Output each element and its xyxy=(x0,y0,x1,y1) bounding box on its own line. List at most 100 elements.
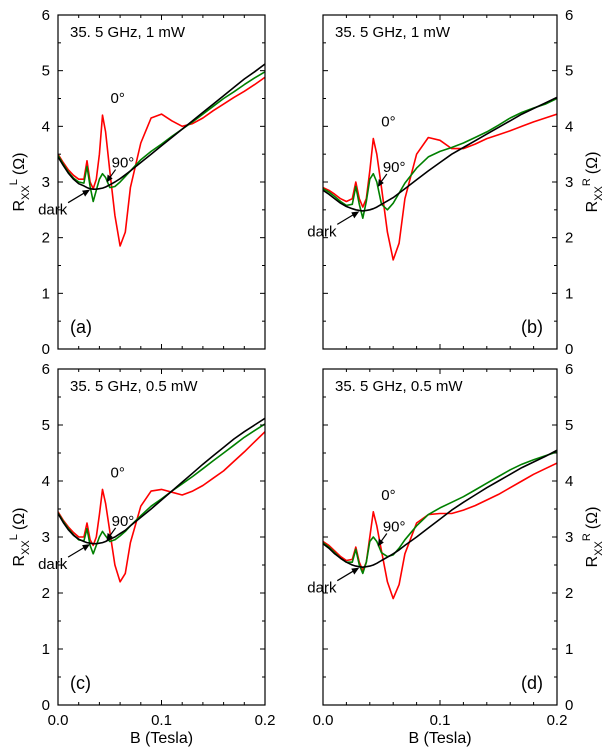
panel-title: 35. 5 GHz, 1 mW xyxy=(335,24,451,41)
y-axis-title-sup: L xyxy=(8,179,20,185)
panel-label: (c) xyxy=(70,673,91,693)
series-line-zero-deg xyxy=(58,430,265,583)
arrow-head xyxy=(351,211,360,219)
y-axis-title-sup: R xyxy=(581,533,593,541)
annotation-dark: dark xyxy=(38,202,68,219)
panel-label: (d) xyxy=(521,673,543,693)
y-tick-label: 5 xyxy=(565,417,573,434)
annotation-ninety-deg: 90° xyxy=(112,155,135,172)
panel-title: 35. 5 GHz, 0.5 mW xyxy=(70,378,198,395)
series-line-ninety-deg xyxy=(323,451,557,575)
y-tick-label: 3 xyxy=(42,529,50,546)
panel-title: 35. 5 GHz, 0.5 mW xyxy=(335,378,463,395)
y-tick-label: 0 xyxy=(565,697,573,714)
panel-label: (b) xyxy=(521,317,543,337)
series-group xyxy=(58,63,265,247)
annotation-ninety-deg: 90° xyxy=(112,513,135,530)
annotation-dark: dark xyxy=(38,556,68,573)
x-tick-label: 0.0 xyxy=(313,712,334,729)
arrow-head xyxy=(377,179,384,187)
y-axis-title-unit: (Ω) xyxy=(584,507,601,530)
y-axis-title-sub: XX xyxy=(593,541,603,556)
y-axis-title-sup: R xyxy=(581,178,593,186)
y-tick-label: 2 xyxy=(42,230,50,247)
chart-panel-b: 0 1 2 3 4 5 6 35. 5 GHz, 1 mW (b) 0° 90° dark RXXR (Ω… xyxy=(307,7,603,358)
series-line-ninety-deg xyxy=(323,97,557,219)
panel-label: (a) xyxy=(70,317,92,337)
y-axis-title-unit: (Ω) xyxy=(11,153,28,176)
annotation-zero-deg: 0° xyxy=(381,487,395,504)
series-group xyxy=(323,96,557,261)
y-tick-label: 6 xyxy=(565,361,573,378)
chart-panel-a: 0 1 2 3 4 5 6 35. 5 GHz, 1 mW (a) 0° 90° dark RXXL (Ω… xyxy=(8,7,266,358)
y-tick-label: 0 xyxy=(565,341,573,358)
plot-frame xyxy=(322,14,558,350)
y-tick-label: 2 xyxy=(565,585,573,602)
arrow-head xyxy=(351,567,360,575)
series-line-zero-deg xyxy=(323,113,557,261)
annotation-ninety-deg: 90° xyxy=(383,518,406,535)
y-axis-title-unit: (Ω) xyxy=(584,152,601,175)
y-tick-label: 6 xyxy=(565,7,573,24)
arrow-head xyxy=(82,189,91,197)
panel-title: 35. 5 GHz, 1 mW xyxy=(70,24,186,41)
y-tick-label: 1 xyxy=(42,285,50,302)
y-axis-title-main: R xyxy=(11,200,28,212)
series-group xyxy=(58,417,265,583)
y-tick-label: 4 xyxy=(565,118,573,135)
series-line-dark xyxy=(58,63,265,190)
arrow-head xyxy=(377,538,384,547)
y-axis-title-main: R xyxy=(584,201,601,213)
y-axis-title: RXXR (Ω) xyxy=(581,152,603,213)
y-tick-label: 3 xyxy=(42,174,50,191)
y-tick-label: 3 xyxy=(565,529,573,546)
x-tick-label: 0.2 xyxy=(255,712,276,729)
series-line-zero-deg xyxy=(323,462,557,600)
x-axis-title: B (Tesla) xyxy=(408,730,471,747)
annotation-zero-deg: 0° xyxy=(111,90,125,107)
x-tick-label: 0.1 xyxy=(430,712,451,729)
annotation-zero-deg: 0° xyxy=(111,464,125,481)
y-axis-title-main: R xyxy=(11,555,28,567)
y-tick-label: 6 xyxy=(42,361,50,378)
y-axis-title-sub: XX xyxy=(20,540,32,555)
y-axis-title: RXXL (Ω) xyxy=(8,508,32,567)
y-tick-label: 4 xyxy=(42,118,50,135)
y-tick-label: 3 xyxy=(565,174,573,191)
x-tick-label: 0.0 xyxy=(48,712,69,729)
y-tick-label: 1 xyxy=(42,641,50,658)
y-axis-title-unit: (Ω) xyxy=(11,508,28,531)
y-tick-label: 0 xyxy=(42,341,50,358)
y-tick-label: 0 xyxy=(42,697,50,714)
arrow-head xyxy=(82,544,91,552)
y-tick-label: 2 xyxy=(565,230,573,247)
y-axis-title-sub: XX xyxy=(20,185,32,200)
x-axis-title: B (Tesla) xyxy=(130,730,193,747)
annotation-dark: dark xyxy=(307,223,337,240)
y-tick-label: 2 xyxy=(42,585,50,602)
series-line-zero-deg xyxy=(58,76,265,247)
y-tick-label: 4 xyxy=(42,473,50,490)
y-axis-title-main: R xyxy=(584,556,601,568)
series-line-dark xyxy=(323,449,557,569)
x-tick-label: 0.1 xyxy=(151,712,172,729)
series-line-dark xyxy=(323,96,557,212)
y-tick-label: 1 xyxy=(565,285,573,302)
y-tick-label: 1 xyxy=(565,641,573,658)
y-tick-label: 4 xyxy=(565,473,573,490)
y-tick-label: 5 xyxy=(42,63,50,80)
y-axis-title-sup: L xyxy=(8,534,20,540)
y-tick-label: 5 xyxy=(565,63,573,80)
chart-panel-c: 0 1 2 3 4 5 6 0.0 0.1 0.2 35. 5 GHz, 0.5 mW (c) 0° 90… xyxy=(8,361,275,747)
series-line-dark xyxy=(58,417,265,545)
annotation-dark: dark xyxy=(307,580,337,597)
y-tick-label: 5 xyxy=(42,417,50,434)
x-tick-label: 0.2 xyxy=(547,712,568,729)
series-group xyxy=(323,449,557,600)
annotation-zero-deg: 0° xyxy=(381,114,395,131)
y-axis-title: RXXR (Ω) xyxy=(581,507,603,568)
arrow-head xyxy=(106,532,113,541)
annotation-ninety-deg: 90° xyxy=(383,159,406,176)
y-tick-label: 6 xyxy=(42,7,50,24)
